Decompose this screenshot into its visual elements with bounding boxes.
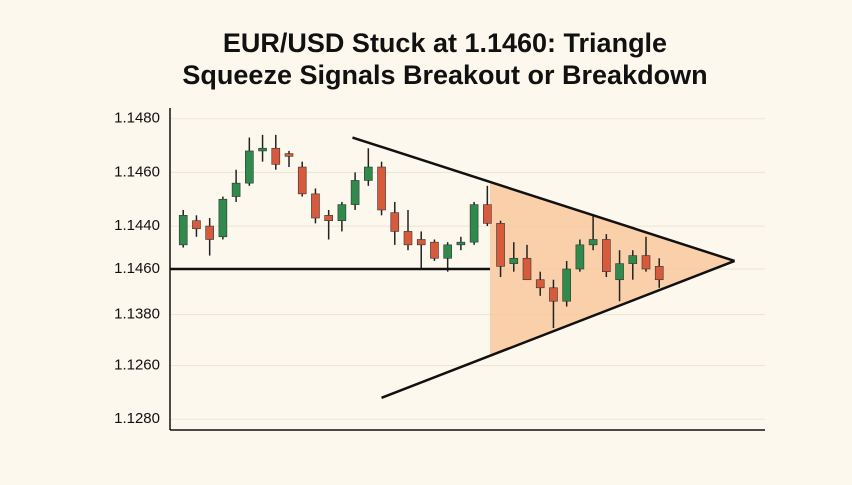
candle-body bbox=[271, 147, 281, 165]
chart-title: EUR/USD Stuck at 1.1460: Triangle bbox=[223, 28, 667, 58]
candle-body bbox=[337, 204, 347, 222]
candle-body bbox=[377, 166, 386, 211]
candle-body bbox=[218, 198, 228, 238]
candle-body bbox=[403, 231, 413, 246]
candle-body bbox=[231, 182, 241, 197]
candle-body bbox=[509, 257, 519, 264]
candle-body bbox=[496, 223, 505, 267]
candle-body bbox=[535, 279, 545, 289]
candle-body bbox=[562, 268, 571, 302]
candle-body bbox=[469, 204, 479, 243]
y-tick-label: 1.1480 bbox=[114, 110, 160, 127]
candle-body bbox=[628, 255, 638, 264]
candle-body bbox=[641, 255, 651, 270]
candle-body bbox=[258, 147, 267, 152]
candle-body bbox=[456, 241, 466, 246]
y-tick-label: 1.1460 bbox=[114, 260, 160, 277]
candle-body bbox=[350, 180, 360, 205]
candle-body bbox=[430, 241, 439, 259]
candle-body bbox=[364, 166, 373, 181]
y-tick-label: 1.1280 bbox=[114, 410, 160, 427]
candle-body bbox=[284, 153, 294, 157]
candle-body bbox=[575, 244, 585, 270]
candle-body bbox=[245, 150, 254, 184]
trendline bbox=[352, 136, 735, 263]
candle-body bbox=[311, 193, 320, 219]
candle-body bbox=[654, 266, 664, 281]
candle-body bbox=[324, 215, 333, 221]
candle-body bbox=[483, 204, 492, 224]
chart-title: Squeeze Signals Breakout or Breakdown bbox=[182, 60, 707, 90]
candle-body bbox=[443, 244, 452, 259]
triangle-zone bbox=[489, 181, 735, 356]
y-tick-label: 1.1440 bbox=[114, 217, 160, 234]
y-tick-label: 1.1460 bbox=[114, 163, 160, 180]
candle-body bbox=[588, 239, 598, 246]
y-tick-label: 1.1380 bbox=[114, 306, 160, 323]
candle-body bbox=[416, 239, 426, 246]
y-tick-label: 1.1260 bbox=[114, 357, 160, 374]
trendline bbox=[381, 259, 736, 399]
candle-body bbox=[390, 212, 400, 232]
candle-body bbox=[297, 166, 307, 195]
candle-body bbox=[178, 215, 188, 246]
candle-body bbox=[602, 239, 611, 272]
candle-body bbox=[549, 287, 558, 302]
candle-body bbox=[192, 220, 201, 230]
candle-body bbox=[205, 225, 214, 240]
candle-body bbox=[615, 263, 624, 281]
candle-body bbox=[522, 257, 532, 281]
